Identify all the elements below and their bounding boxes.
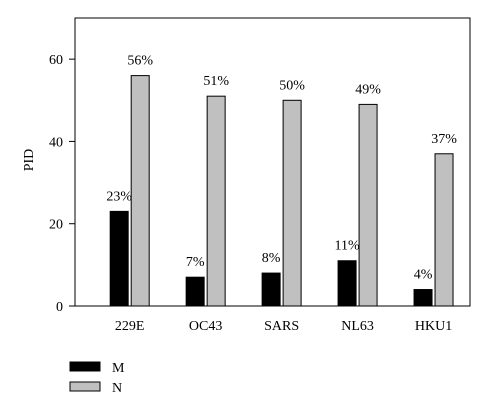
legend-swatch-m [69,361,101,372]
bar-n-nl63 [358,103,378,307]
data-label: 4% [414,268,433,283]
bar-m-hku1 [413,289,433,307]
data-label: 51% [203,74,229,89]
x-tick-label: SARS [264,319,299,334]
bar-n-229e [130,75,150,307]
legend-label-m: M [112,361,125,376]
bar-m-oc43 [185,276,205,307]
x-tick-label: 229E [115,319,145,334]
data-label: 8% [262,251,281,266]
y-tick-label: 60 [49,53,63,68]
x-tick-label: OC43 [189,319,222,334]
legend: MN [69,361,125,396]
y-tick-label: 20 [49,218,63,233]
bar-n-sars [282,99,302,307]
bar-m-sars [261,272,281,307]
data-label: 7% [186,255,205,270]
bar-n-oc43 [206,95,226,307]
x-tick-label: HKU1 [415,319,452,334]
y-axis-label: PID [22,149,37,172]
plot-area: 0 20 40 60 229E 23% 56% OC43 7% 51% SARS 8% 50% NL63 1… [49,17,471,334]
data-label: 50% [279,78,305,93]
data-label: 23% [106,189,132,204]
y-tick-label: 40 [49,135,63,150]
x-tick-label: NL63 [341,319,374,334]
bar-n-hku1 [434,153,454,307]
data-label: 11% [334,239,359,254]
data-label: 37% [431,132,457,147]
y-tick-label: 0 [56,300,63,315]
legend-label-n: N [112,381,122,396]
bar-m-229e [109,210,129,307]
data-label: 56% [127,54,153,69]
legend-swatch-n [69,381,101,392]
data-label: 49% [355,82,381,97]
bar-m-nl63 [337,260,357,307]
